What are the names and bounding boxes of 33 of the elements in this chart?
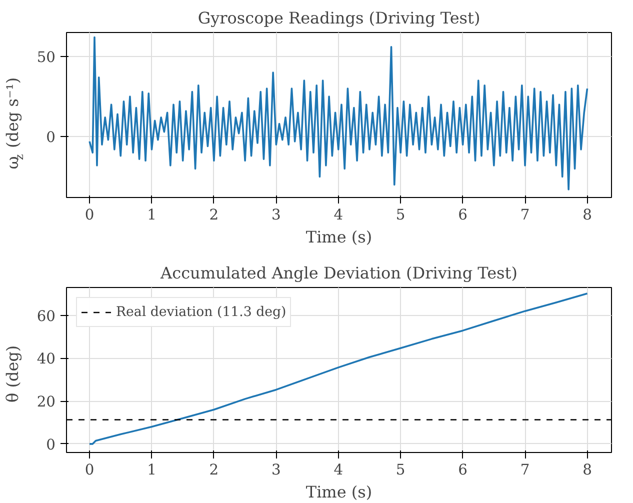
y-tick-label: 50 (36, 49, 56, 66)
x-axis-title: Time (s) (306, 228, 372, 246)
x-tick-label: 4 (334, 206, 344, 224)
x-tick-label: 0 (84, 462, 94, 478)
y-tick-label: 20 (36, 394, 56, 411)
y-tick-label: 0 (46, 129, 56, 146)
x-tick-label: 1 (147, 462, 156, 478)
x-tick-label: 8 (582, 462, 592, 478)
y-axis-title: θ (deg) (2, 345, 22, 402)
chart-title: Gyroscope Readings (Driving Test) (198, 8, 480, 28)
x-tick-label: 3 (272, 206, 281, 224)
x-axis-title: Time (s) (306, 482, 372, 502)
x-tick-label: 7 (520, 206, 530, 224)
x-tick-label: 0 (84, 206, 94, 224)
line-series (88, 36, 588, 190)
x-tick-label: 2 (209, 206, 219, 224)
x-tick-label: 2 (209, 462, 219, 478)
x-tick-label: 3 (272, 462, 281, 478)
line-series (88, 292, 588, 445)
x-tick-label: 6 (458, 462, 468, 478)
x-tick-label: 8 (582, 206, 592, 224)
x-tick-label: 4 (334, 462, 344, 478)
y-tick-label: 0 (46, 436, 56, 454)
y-axis-title: ωz (deg s⁻¹) (2, 77, 26, 170)
y-tick-label: 60 (36, 308, 56, 325)
x-tick-label: 6 (458, 206, 468, 224)
legend-label: Real deviation (11.3 deg) (116, 304, 286, 320)
x-tick-label: 1 (147, 206, 156, 224)
x-tick-label: 7 (520, 462, 530, 478)
chart-title: Accumulated Angle Deviation (Driving Test) (160, 264, 518, 282)
y-tick-label: 40 (36, 350, 56, 368)
x-tick-label: 5 (396, 206, 406, 224)
x-tick-label: 5 (396, 462, 406, 478)
